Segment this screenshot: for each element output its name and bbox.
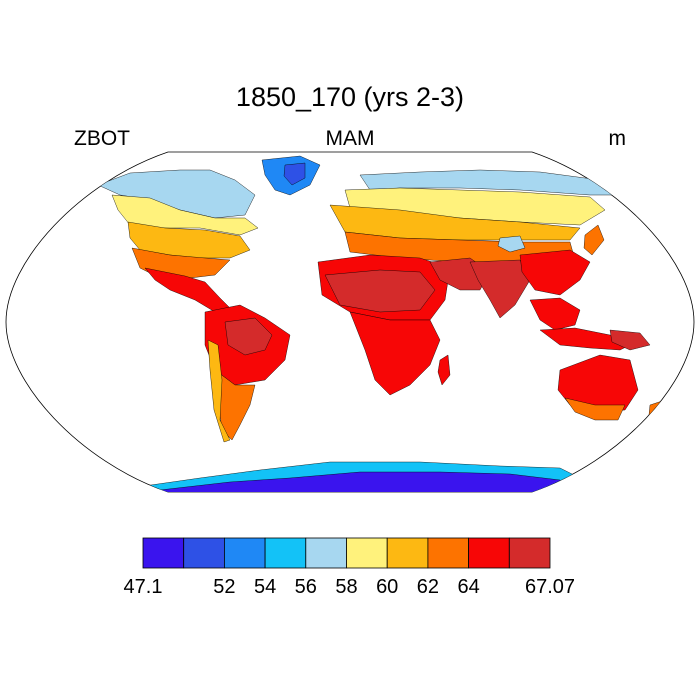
sahara bbox=[324, 269, 436, 313]
colorbar-box bbox=[386, 537, 429, 569]
colorbar-tick-label: 62 bbox=[417, 576, 439, 598]
australia-south bbox=[564, 397, 626, 421]
colorbar-tick-label: 56 bbox=[295, 576, 317, 598]
south-america-amazon bbox=[224, 317, 273, 356]
colorbar-tick-label: 60 bbox=[376, 576, 398, 598]
colorbar-box bbox=[264, 537, 307, 569]
season-label: MAM bbox=[325, 127, 375, 150]
colorbar-box bbox=[508, 537, 551, 569]
variable-label: ZBOT bbox=[74, 127, 130, 150]
colorbar-tick-label: 67.07 bbox=[525, 576, 575, 598]
southeast-asia bbox=[529, 297, 581, 331]
colorbar-box bbox=[427, 537, 469, 569]
south-america-andes bbox=[207, 339, 231, 443]
north-america-mid bbox=[127, 221, 251, 259]
colorbar-tick-label: 47.1 bbox=[124, 576, 163, 598]
africa-south bbox=[349, 311, 441, 396]
colorbar-box bbox=[346, 537, 388, 569]
colorbar-box bbox=[142, 537, 185, 569]
colorbar-box bbox=[183, 537, 225, 569]
colorbar-tick-label: 54 bbox=[254, 576, 276, 598]
units-label: m bbox=[608, 127, 627, 150]
plot-title: 1850_170 (yrs 2-3) bbox=[235, 82, 465, 112]
colorbar-tick-label: 52 bbox=[213, 576, 235, 598]
tibet bbox=[497, 235, 526, 253]
colorbar-box bbox=[468, 537, 510, 569]
east-asia bbox=[519, 249, 591, 296]
new-guinea bbox=[609, 329, 651, 351]
japan bbox=[583, 224, 605, 256]
colorbar-box bbox=[223, 537, 266, 569]
greenland-inner bbox=[283, 162, 306, 186]
australia bbox=[557, 354, 639, 413]
madagascar bbox=[437, 354, 451, 386]
colorbar-box bbox=[305, 537, 347, 569]
colorbar-tick-label: 64 bbox=[457, 576, 479, 598]
colorbar-tick-label: 58 bbox=[335, 576, 357, 598]
antarctica-interior bbox=[159, 471, 571, 492]
